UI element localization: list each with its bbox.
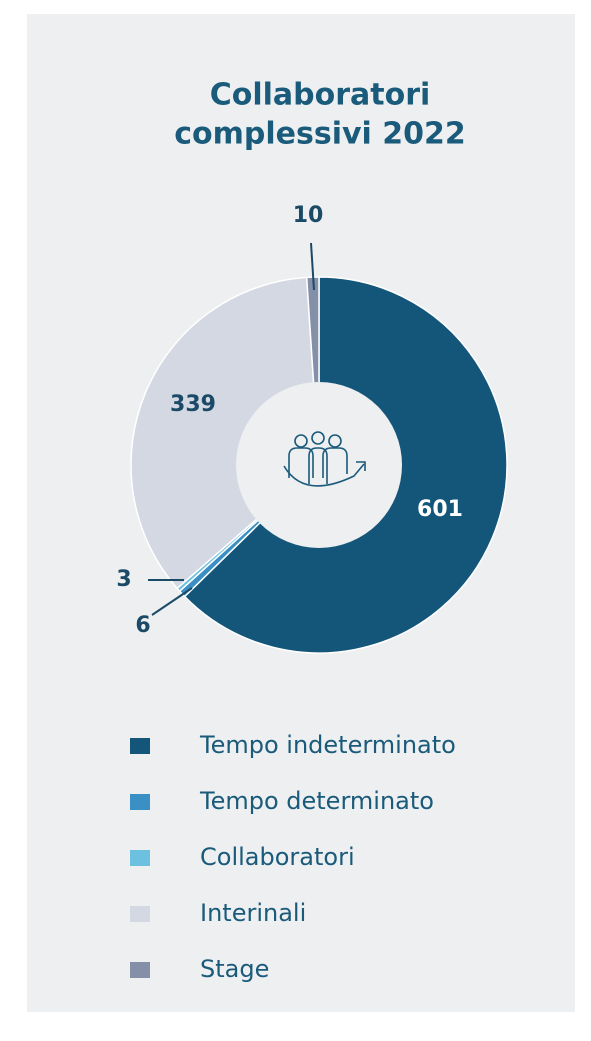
donut-hole (236, 382, 402, 548)
slice (130, 276, 320, 590)
legend-swatch (130, 850, 150, 866)
data-label: 339 (170, 392, 216, 417)
data-label: 3 (116, 567, 131, 592)
legend-label: Collaboratori (200, 843, 355, 871)
chart-title: complessivi 2022 (174, 117, 466, 152)
legend-swatch (130, 794, 150, 810)
legend-label: Tempo indeterminato (199, 731, 456, 759)
data-label: 10 (293, 203, 324, 228)
legend-swatch (130, 738, 150, 754)
leader-line (151, 587, 193, 616)
legend-label: Stage (200, 955, 269, 983)
data-label: 6 (135, 613, 150, 638)
people-icon (283, 431, 366, 487)
data-label: 601 (417, 497, 463, 522)
legend-swatch (130, 962, 150, 978)
legend-swatch (130, 906, 150, 922)
leader-line (310, 242, 315, 291)
chart-title: Collaboratori (210, 78, 431, 113)
legend-label: Interinali (200, 899, 306, 927)
legend-label: Tempo determinato (199, 787, 434, 815)
